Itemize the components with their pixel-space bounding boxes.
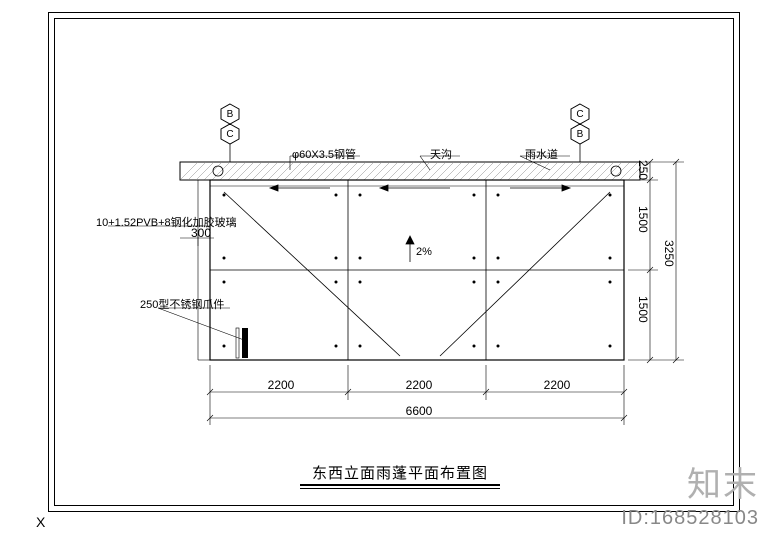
dim-total-h: 3250: [662, 240, 676, 267]
label-pipe: φ60X3.5钢管: [292, 146, 356, 162]
dim-bay1: 2200: [256, 378, 306, 392]
dim-h1: 1500: [636, 206, 650, 233]
label-tiangou: 天沟: [430, 146, 452, 162]
dim-300: 300: [186, 226, 216, 240]
title-underline-thin: [300, 488, 500, 489]
label-claw: 250型不锈钢爪件: [140, 296, 224, 312]
title-underline: [300, 484, 500, 486]
svg-text:C: C: [226, 129, 233, 140]
dim-bay3: 2200: [532, 378, 582, 392]
dim-h2: 1500: [636, 296, 650, 323]
dim-total-w: 6600: [394, 404, 444, 418]
dim-bay2: 2200: [394, 378, 444, 392]
watermark-text: 知末: [687, 457, 759, 506]
label-yushui: 雨水道: [525, 146, 558, 162]
label-slope: 2%: [416, 246, 432, 258]
bubble-text: B: [227, 109, 234, 120]
corner-mark: X: [36, 514, 45, 530]
drawing-canvas: B C C B: [0, 0, 769, 536]
watermark-id: ID:168528103: [621, 507, 759, 530]
svg-text:C: C: [576, 109, 583, 120]
dim-250: 250: [636, 160, 650, 180]
svg-text:B: B: [577, 129, 584, 140]
drawing-title: 东西立面雨蓬平面布置图: [300, 462, 500, 483]
